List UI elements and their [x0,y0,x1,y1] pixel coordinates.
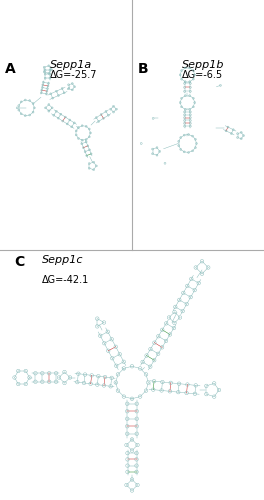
Text: B: B [137,62,148,76]
Text: ΔG=-42.1: ΔG=-42.1 [42,275,89,285]
Text: Sepp1a: Sepp1a [50,60,92,70]
Text: ΔG=-25.7: ΔG=-25.7 [50,70,98,80]
Text: Sepp1b: Sepp1b [182,60,225,70]
Text: A: A [5,62,16,76]
Text: ΔG=-6.5: ΔG=-6.5 [182,70,223,80]
Text: C: C [15,255,25,269]
Text: Sepp1c: Sepp1c [42,255,83,265]
